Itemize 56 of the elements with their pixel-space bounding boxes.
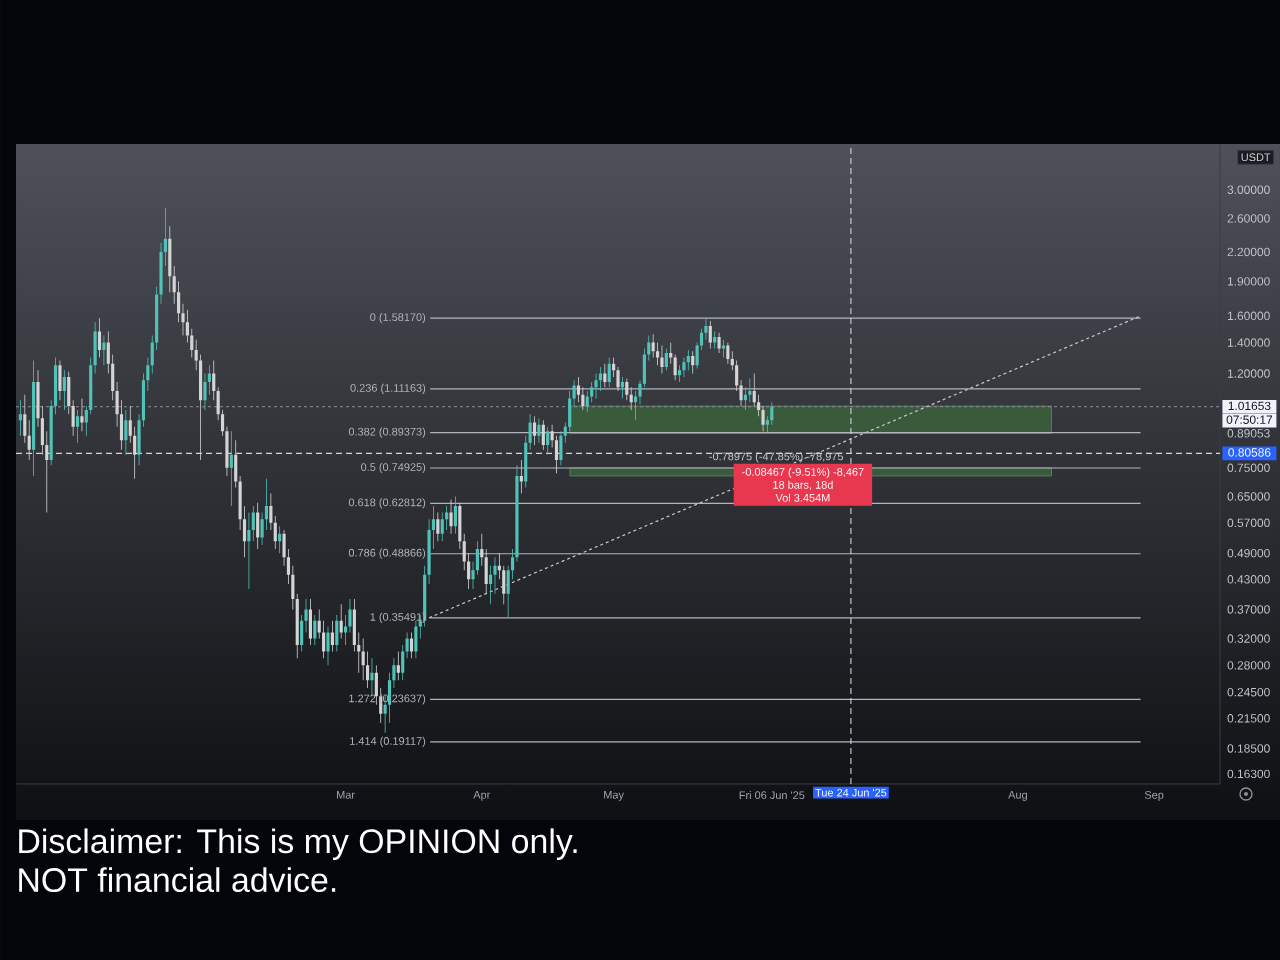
candlestick — [532, 416, 537, 446]
candlestick — [721, 339, 726, 358]
candlestick — [308, 598, 313, 645]
candlestick — [401, 644, 405, 681]
candlestick — [278, 526, 282, 554]
candlestick — [264, 478, 269, 530]
candlestick — [620, 376, 624, 399]
candlestick — [743, 387, 748, 411]
candlestick — [414, 620, 418, 659]
candlestick — [97, 318, 102, 358]
candlestick — [18, 400, 22, 436]
candlestick — [300, 614, 304, 652]
candlestick — [361, 638, 365, 681]
candlestick — [330, 620, 334, 652]
candlestick — [607, 357, 611, 388]
candlestick — [664, 348, 668, 371]
candlestick — [409, 632, 414, 659]
candlestick — [339, 604, 343, 639]
candlestick — [62, 370, 66, 411]
candlestick — [124, 410, 128, 455]
candlestick — [603, 363, 607, 388]
candlestick — [770, 402, 774, 425]
candlestick — [713, 331, 717, 349]
candlestick — [585, 390, 589, 413]
candlestick — [629, 387, 633, 411]
candlestick — [335, 614, 339, 652]
candlestick — [475, 541, 479, 575]
candlestick — [519, 459, 523, 494]
candlestick — [251, 505, 255, 542]
candlestick — [708, 320, 712, 349]
candlestick — [655, 342, 660, 366]
candlestick — [748, 378, 752, 403]
candlestick — [453, 496, 458, 534]
candlestick — [634, 390, 638, 421]
candlestick — [229, 431, 233, 506]
candlestick — [651, 334, 655, 358]
text: NOT financial advice. — [19, 867, 336, 893]
candlestick — [436, 512, 440, 542]
candlestick — [32, 360, 36, 476]
candlestick — [726, 342, 730, 364]
candlestick — [207, 365, 211, 395]
candlestick — [546, 426, 550, 455]
candlestick — [541, 420, 545, 450]
candlestick — [396, 651, 400, 681]
candlestick — [686, 349, 690, 371]
candlestick — [598, 366, 603, 391]
candlestick — [313, 614, 317, 645]
candlestick — [691, 351, 695, 374]
candlestick — [75, 410, 80, 443]
candlestick — [677, 365, 682, 383]
candlestick — [440, 512, 444, 542]
candlestick — [256, 502, 260, 550]
candlestick — [344, 614, 348, 645]
text: Disclaimer: This is my OPINION only. — [19, 828, 577, 860]
candlestick — [576, 376, 581, 403]
candlestick — [489, 565, 493, 605]
